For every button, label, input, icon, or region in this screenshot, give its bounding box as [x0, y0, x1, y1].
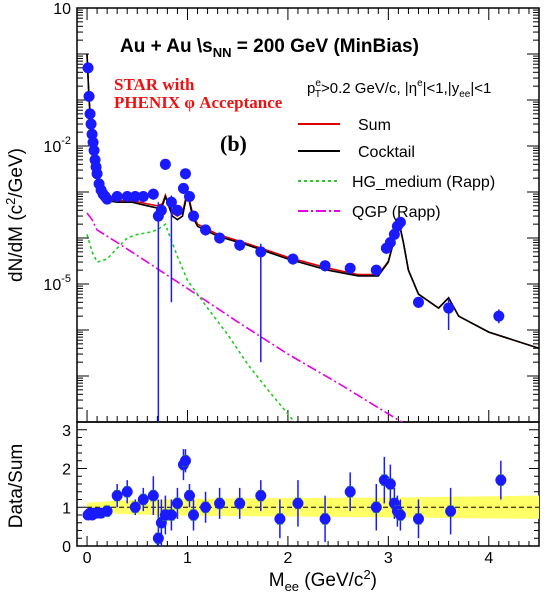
- ratio-point: [214, 497, 226, 509]
- data-point: [87, 136, 99, 148]
- ratio-y-tick-label: 1: [62, 500, 71, 517]
- ratio-point: [165, 509, 177, 521]
- data-point: [137, 190, 149, 202]
- legend-label-sum: Sum: [358, 117, 391, 134]
- chart-title: Au + Au \sNN = 200 GeV (MinBias): [120, 36, 419, 60]
- ratio-y-tick-label: 3: [62, 423, 71, 440]
- x-tick-label: 3: [384, 550, 393, 567]
- data-point: [82, 62, 94, 74]
- data-point: [86, 128, 98, 140]
- ratio-point: [171, 497, 183, 509]
- data-point: [171, 204, 183, 216]
- ratio-point: [412, 513, 424, 525]
- bottom-y-axis-label: Data/Sum: [6, 444, 27, 528]
- data-point: [159, 158, 171, 170]
- experiment-label-line1: STAR with: [114, 75, 195, 94]
- experiment-label-line2: PHENIX φ Acceptance: [114, 93, 283, 112]
- data-point: [121, 190, 133, 202]
- data-point: [101, 193, 113, 205]
- ratio-point: [152, 532, 164, 544]
- ratio-point: [188, 509, 200, 521]
- ratio-point: [394, 509, 406, 521]
- kinematic-cuts: pe T>0.2 GeV/c, |ηe|<1,|yee|<1: [307, 78, 491, 100]
- ratio-point: [121, 486, 133, 498]
- data-point: [214, 232, 226, 244]
- data-point: [84, 108, 96, 120]
- ratio-point: [179, 455, 191, 467]
- top-panel-frame: [76, 7, 540, 423]
- data-point: [443, 302, 455, 314]
- data-point: [319, 260, 331, 272]
- ratio-point: [495, 474, 507, 486]
- data-point: [85, 118, 97, 130]
- ratio-point: [147, 490, 159, 502]
- data-point: [83, 90, 95, 102]
- top-y-axis-label: dN/dM (c2/GeV): [3, 148, 27, 282]
- x-tick-label: 0: [83, 550, 92, 567]
- data-point: [155, 204, 167, 216]
- x-tick-label: 1: [183, 550, 192, 567]
- ratio-y-tick-label: 0: [62, 539, 71, 556]
- x-tick-label: 4: [484, 550, 493, 567]
- ratio-point: [111, 490, 123, 502]
- ratio-point: [200, 501, 212, 513]
- x-axis-label: Mee (GeV/c2): [269, 567, 377, 594]
- data-point: [370, 264, 382, 276]
- top-data-points: [82, 62, 505, 422]
- legend: Sum Cocktail HG_medium (Rapp) QGP (Rapp): [298, 117, 495, 221]
- ratio-point: [255, 490, 267, 502]
- ratio-point: [445, 505, 457, 517]
- data-point: [177, 182, 189, 194]
- bottom-panel-frame: [76, 421, 540, 547]
- panel-label: (b): [220, 131, 247, 156]
- ratio-point: [101, 505, 113, 517]
- data-point: [234, 239, 246, 251]
- data-point: [188, 210, 200, 222]
- data-point: [344, 262, 356, 274]
- ratio-y-tick-label: 2: [62, 462, 71, 479]
- systematic-band: [87, 495, 539, 519]
- data-point: [183, 190, 195, 202]
- data-point: [147, 188, 159, 200]
- data-point: [394, 216, 406, 228]
- ratio-point: [384, 478, 396, 490]
- ratio-data-points: [82, 449, 507, 546]
- data-point: [129, 190, 141, 202]
- data-point: [111, 190, 123, 202]
- ratio-point: [183, 490, 195, 502]
- bottom-axis-ticks: 0 1 2 3 0 1 2 3 4: [62, 423, 540, 567]
- qgp-curve: [86, 212, 404, 422]
- data-point: [165, 196, 177, 208]
- ratio-point: [234, 497, 246, 509]
- legend-label-qgp: QGP (Rapp): [352, 204, 441, 221]
- data-point: [255, 246, 267, 258]
- legend-label-cocktail: Cocktail: [358, 144, 415, 161]
- ratio-point: [344, 486, 356, 498]
- ratio-point: [129, 501, 141, 513]
- ratio-point: [319, 513, 331, 525]
- ratio-point: [370, 501, 382, 513]
- data-point: [91, 168, 103, 180]
- data-point: [200, 224, 212, 236]
- y-tick-label: 10-2: [43, 135, 71, 156]
- y-tick-label: 10: [53, 1, 71, 18]
- data-point: [412, 296, 424, 308]
- data-point: [88, 144, 100, 156]
- legend-label-hg-medium: HG_medium (Rapp): [352, 174, 495, 191]
- hg-medium-curve: [86, 222, 296, 422]
- data-point: [287, 253, 299, 265]
- ratio-point: [292, 497, 304, 509]
- x-tick-label: 2: [283, 550, 292, 567]
- top-axis-ticks: 10 10-2 10-5: [43, 1, 540, 423]
- ratio-point: [274, 513, 286, 525]
- data-point: [179, 168, 191, 180]
- ratio-point: [137, 494, 149, 505]
- y-tick-label: 10-5: [43, 273, 71, 294]
- data-point: [493, 310, 505, 322]
